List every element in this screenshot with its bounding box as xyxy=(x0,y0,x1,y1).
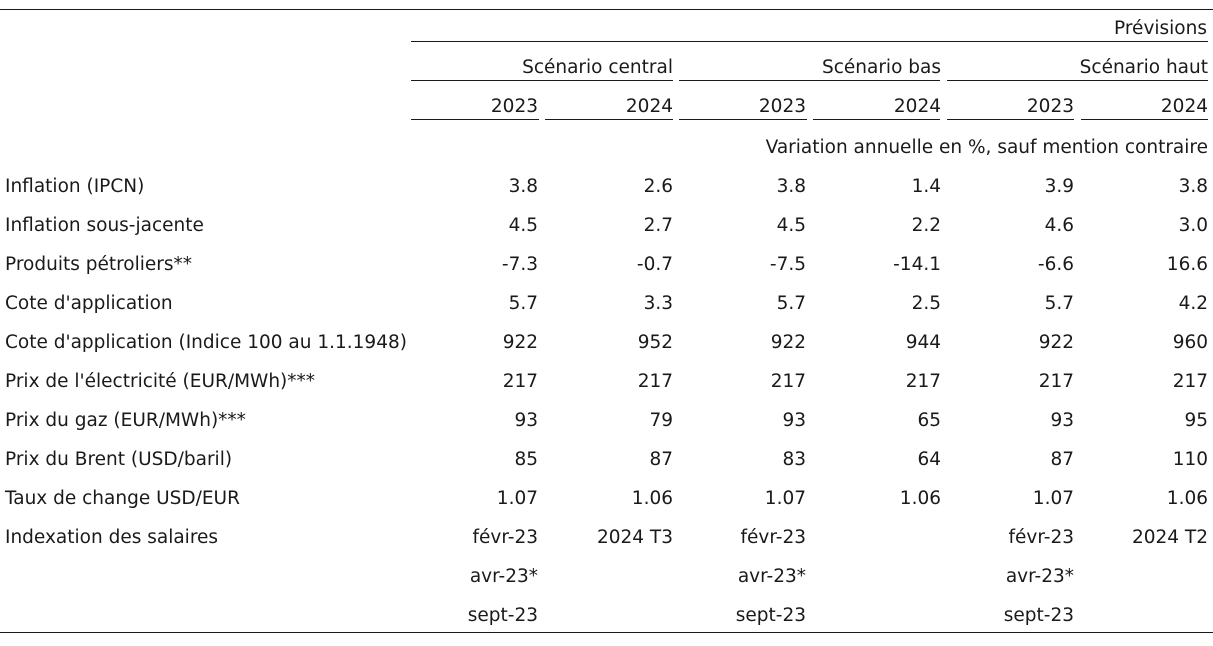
row-label: Taux de change USD/EUR xyxy=(5,488,240,509)
table-top-rule xyxy=(0,9,1213,10)
table-cell: 85 xyxy=(514,449,538,470)
row-label: Inflation (IPCN) xyxy=(5,176,145,197)
table-cell: 3.8 xyxy=(508,176,538,197)
row-label: Cote d'application xyxy=(5,293,173,314)
table-cell: 83 xyxy=(782,449,806,470)
table-cell: 1.06 xyxy=(1166,488,1208,509)
row-label: Prix de l'électricité (EUR/MWh)*** xyxy=(5,371,316,392)
table-cell: 217 xyxy=(1038,371,1074,392)
row-label: Prix du Brent (USD/baril) xyxy=(5,449,233,470)
table-cell: 87 xyxy=(649,449,673,470)
year-underline xyxy=(679,119,807,120)
scenario-central-underline xyxy=(411,80,673,81)
table-cell: 922 xyxy=(770,332,806,353)
table-cell: 3.8 xyxy=(1178,176,1208,197)
table-cell: 217 xyxy=(770,371,806,392)
scenario-central-label: Scénario central xyxy=(522,57,673,78)
table-cell: -0.7 xyxy=(636,254,673,275)
table-cell: 217 xyxy=(905,371,941,392)
row-label: Cote d'application (Indice 100 au 1.1.19… xyxy=(5,332,407,353)
table-cell: 2.6 xyxy=(643,176,673,197)
table-cell: 1.06 xyxy=(631,488,673,509)
table-cell: avr-23* xyxy=(469,566,538,587)
table-cell: 1.07 xyxy=(764,488,806,509)
row-label: Produits pétroliers** xyxy=(5,254,193,275)
year-bas-2023: 2023 xyxy=(758,96,806,117)
table-cell: -14.1 xyxy=(893,254,941,275)
table-cell: 217 xyxy=(502,371,538,392)
table-cell: févr-23 xyxy=(1008,527,1074,548)
table-cell: 3.3 xyxy=(643,293,673,314)
table-cell: sept-23 xyxy=(467,605,538,626)
scenario-haut-underline xyxy=(947,80,1208,81)
table-cell: 110 xyxy=(1172,449,1208,470)
year-haut-2023: 2023 xyxy=(1026,96,1074,117)
year-underline xyxy=(813,119,940,120)
forecast-underline xyxy=(411,41,1208,42)
table-cell: 922 xyxy=(1038,332,1074,353)
table-cell: 2.5 xyxy=(911,293,941,314)
row-label: Inflation sous-jacente xyxy=(5,215,204,236)
year-underline xyxy=(947,119,1074,120)
table-cell: avr-23* xyxy=(1005,566,1074,587)
year-underline xyxy=(411,119,539,120)
year-underline xyxy=(545,119,673,120)
table-cell: 217 xyxy=(637,371,673,392)
table-cell: 93 xyxy=(1050,410,1074,431)
table-cell: -7.3 xyxy=(501,254,538,275)
row-label: Indexation des salaires xyxy=(5,527,219,548)
table-cell: 2024 T3 xyxy=(596,527,673,548)
table-cell: févr-23 xyxy=(740,527,806,548)
table-cell: avr-23* xyxy=(737,566,806,587)
table-cell: 2024 T2 xyxy=(1131,527,1208,548)
table-cell: 64 xyxy=(917,449,941,470)
table-cell: 1.07 xyxy=(496,488,538,509)
table-cell: févr-23 xyxy=(472,527,538,548)
table-bottom-rule xyxy=(0,632,1213,633)
scenario-bas-label: Scénario bas xyxy=(821,57,941,78)
table-cell: 1.06 xyxy=(899,488,941,509)
table-cell: 2.7 xyxy=(643,215,673,236)
table-cell: 4.5 xyxy=(776,215,806,236)
table-cell: 4.5 xyxy=(508,215,538,236)
table-cell: sept-23 xyxy=(735,605,806,626)
year-underline xyxy=(1081,119,1208,120)
year-bas-2024: 2024 xyxy=(893,96,941,117)
table-cell: -7.5 xyxy=(769,254,806,275)
table-cell: 4.2 xyxy=(1178,293,1208,314)
scenario-haut-label: Scénario haut xyxy=(1079,57,1208,78)
scenario-bas-underline xyxy=(679,80,940,81)
table-cell: 960 xyxy=(1172,332,1208,353)
table-cell: 3.8 xyxy=(776,176,806,197)
table-cell: sept-23 xyxy=(1003,605,1074,626)
unit-note: Variation annuelle en %, sauf mention co… xyxy=(765,137,1208,158)
table-cell: 65 xyxy=(917,410,941,431)
table-cell: -6.6 xyxy=(1037,254,1074,275)
table-cell: 5.7 xyxy=(508,293,538,314)
table-cell: 93 xyxy=(514,410,538,431)
table-cell: 1.4 xyxy=(911,176,941,197)
table-cell: 2.2 xyxy=(911,215,941,236)
year-haut-2024: 2024 xyxy=(1160,96,1208,117)
table-cell: 3.0 xyxy=(1178,215,1208,236)
table-cell: 95 xyxy=(1184,410,1208,431)
table-cell: 3.9 xyxy=(1044,176,1074,197)
year-central-2024: 2024 xyxy=(625,96,673,117)
table-cell: 5.7 xyxy=(776,293,806,314)
table-cell: 87 xyxy=(1050,449,1074,470)
table-cell: 5.7 xyxy=(1044,293,1074,314)
forecast-header: Prévisions xyxy=(1114,18,1207,39)
table-cell: 217 xyxy=(1172,371,1208,392)
table-cell: 16.6 xyxy=(1166,254,1208,275)
table-cell: 1.07 xyxy=(1032,488,1074,509)
table-cell: 952 xyxy=(637,332,673,353)
table-cell: 944 xyxy=(905,332,941,353)
year-central-2023: 2023 xyxy=(490,96,538,117)
table-cell: 4.6 xyxy=(1044,215,1074,236)
table-cell: 79 xyxy=(649,410,673,431)
table-cell: 922 xyxy=(502,332,538,353)
row-label: Prix du gaz (EUR/MWh)*** xyxy=(5,410,246,431)
table-cell: 93 xyxy=(782,410,806,431)
